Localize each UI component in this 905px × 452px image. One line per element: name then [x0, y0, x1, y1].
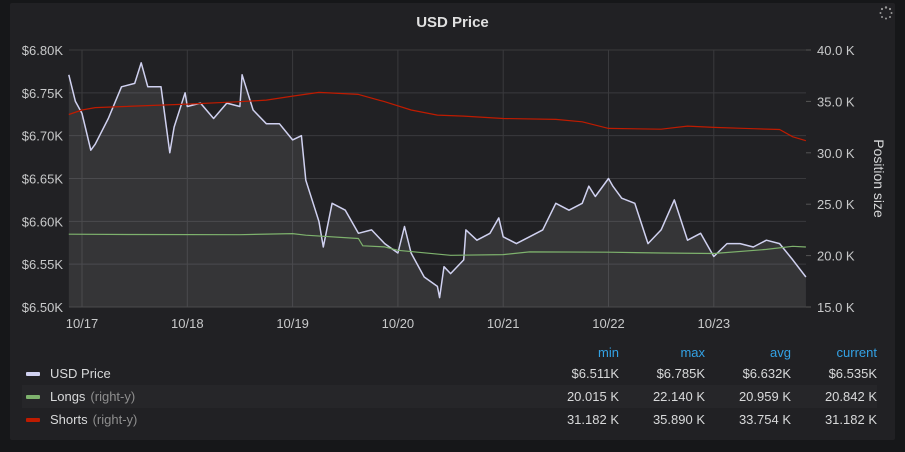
- series-area-usd-price: [68, 62, 806, 307]
- y-left-tick-label: $6.60K: [22, 214, 64, 229]
- legend-value-avg: 20.959 K: [738, 389, 791, 404]
- legend-value-avg: 33.754 K: [738, 412, 791, 427]
- axis-note: (right-y): [90, 389, 136, 404]
- legend-row-shorts[interactable]: Shorts (right-y) 31.182 K 35.890 K 33.754…: [22, 408, 877, 431]
- series-color-swatch[interactable]: [26, 394, 40, 399]
- y-right-tick-label: 25.0 K: [817, 197, 855, 212]
- y-left-tick-label: $6.65K: [22, 172, 64, 187]
- x-tick-label: 10/20: [382, 316, 415, 331]
- legend-header: min max avg current: [22, 342, 877, 362]
- legend-value-min: 31.182 K: [566, 412, 619, 427]
- legend-value-avg: $6.632K: [742, 366, 791, 381]
- legend-header-current[interactable]: current: [836, 344, 877, 360]
- legend-header-avg[interactable]: avg: [770, 344, 791, 360]
- y-right-tick-label: 40.0 K: [817, 43, 855, 58]
- legend-value-max: 22.140 K: [652, 389, 705, 404]
- y-left-tick-label: $6.50K: [22, 300, 64, 315]
- series-color-swatch[interactable]: [26, 417, 40, 422]
- y-right-tick-label: 35.0 K: [817, 94, 855, 109]
- x-tick-label: 10/21: [487, 316, 520, 331]
- x-tick-label: 10/18: [171, 316, 204, 331]
- panel-title[interactable]: USD Price: [416, 14, 489, 31]
- y-left-tick-label: $6.55K: [22, 257, 64, 272]
- y-right-axis-label: Position size: [871, 139, 887, 218]
- axis-note: (right-y): [92, 412, 138, 427]
- spinner-icon: [879, 6, 893, 20]
- legend-value-min: 20.015 K: [566, 389, 619, 404]
- y-left-tick-label: $6.80K: [22, 43, 64, 58]
- legend-header-max[interactable]: max: [680, 344, 705, 360]
- x-tick-label: 10/19: [276, 316, 309, 331]
- series-color-swatch[interactable]: [26, 371, 40, 376]
- legend-series-name[interactable]: USD Price: [50, 366, 111, 381]
- legend-series-name[interactable]: Longs: [50, 389, 86, 404]
- x-tick-label: 10/23: [698, 316, 731, 331]
- legend-value-max: $6.785K: [656, 366, 705, 381]
- y-left-tick-label: $6.75K: [22, 86, 64, 101]
- legend-value-max: 35.890 K: [652, 412, 705, 427]
- series-line-usd-price: [68, 62, 807, 299]
- legend-row-usd-price[interactable]: USD Price $6.511K $6.785K $6.632K $6.535…: [22, 362, 877, 385]
- series-line-shorts: [68, 91, 807, 142]
- x-tick-label: 10/17: [66, 316, 99, 331]
- series-line-longs: [68, 233, 806, 256]
- legend-value-current: 20.842 K: [824, 389, 877, 404]
- legend-value-current: $6.535K: [828, 366, 877, 381]
- y-right-tick-label: 30.0 K: [817, 146, 855, 161]
- x-tick-label: 10/22: [592, 316, 625, 331]
- legend-row-longs[interactable]: Longs (right-y) 20.015 K 22.140 K 20.959 …: [22, 385, 877, 408]
- chart-area[interactable]: $6.50K $6.55K $6.60K $6.65K $6.70K $6.75K $6.8…: [0, 0, 905, 340]
- legend-value-current: 31.182 K: [824, 412, 877, 427]
- legend-value-min: $6.511K: [571, 366, 619, 381]
- legend-header-min[interactable]: min: [598, 344, 619, 360]
- y-right-tick-label: 15.0 K: [817, 300, 855, 315]
- legend-series-name[interactable]: Shorts: [50, 412, 88, 427]
- legend-table: min max avg current USD Price $6.511K $6…: [22, 342, 877, 431]
- y-left-tick-label: $6.70K: [22, 129, 64, 144]
- y-right-tick-label: 20.0 K: [817, 249, 855, 264]
